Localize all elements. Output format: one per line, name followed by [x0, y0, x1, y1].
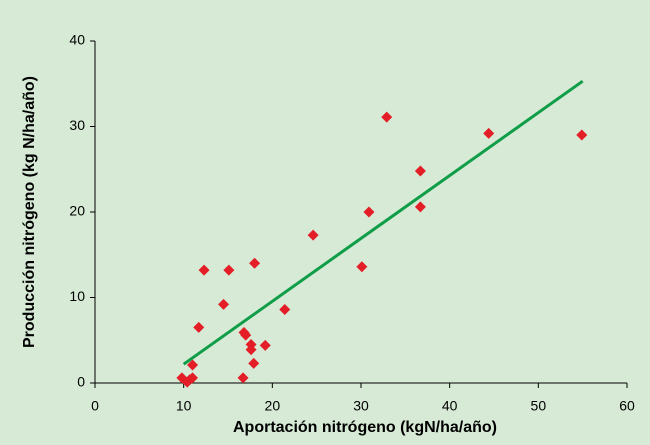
- data-point: [483, 127, 495, 139]
- x-tick-label: 0: [91, 398, 99, 414]
- data-point: [187, 359, 199, 371]
- data-point: [356, 261, 368, 273]
- data-point: [414, 165, 426, 177]
- data-point: [381, 111, 393, 123]
- y-tick-label: 20: [69, 203, 85, 219]
- data-point: [193, 321, 205, 333]
- trendline: [182, 79, 584, 366]
- data-point: [576, 129, 588, 141]
- x-tick-label: 10: [176, 398, 192, 414]
- x-tick-label: 20: [265, 398, 281, 414]
- x-tick-label: 60: [619, 398, 635, 414]
- data-point: [279, 303, 291, 315]
- data-point: [307, 229, 319, 241]
- x-tick-label: 50: [531, 398, 547, 414]
- data-point: [259, 339, 271, 351]
- data-point: [240, 329, 252, 341]
- data-point: [414, 201, 426, 213]
- x-axis-title: Aportación nitrógeno (kgN/ha/año): [233, 419, 497, 436]
- y-tick-label: 10: [69, 288, 85, 304]
- data-point: [218, 298, 230, 310]
- x-tick-label: 40: [442, 398, 458, 414]
- y-tick-label: 40: [69, 32, 85, 48]
- data-point: [363, 206, 375, 218]
- y-axis-title: Producción nitrógeno (kg N/ha/año): [21, 76, 38, 348]
- data-point: [237, 372, 249, 384]
- x-tick-label: 30: [353, 398, 369, 414]
- data-point: [198, 264, 210, 276]
- data-point: [245, 344, 257, 356]
- y-tick-label: 0: [77, 374, 85, 390]
- data-point: [248, 357, 260, 369]
- data-point: [187, 372, 199, 384]
- y-tick-label: 30: [69, 117, 85, 133]
- data-point: [249, 257, 261, 269]
- data-point: [223, 264, 235, 276]
